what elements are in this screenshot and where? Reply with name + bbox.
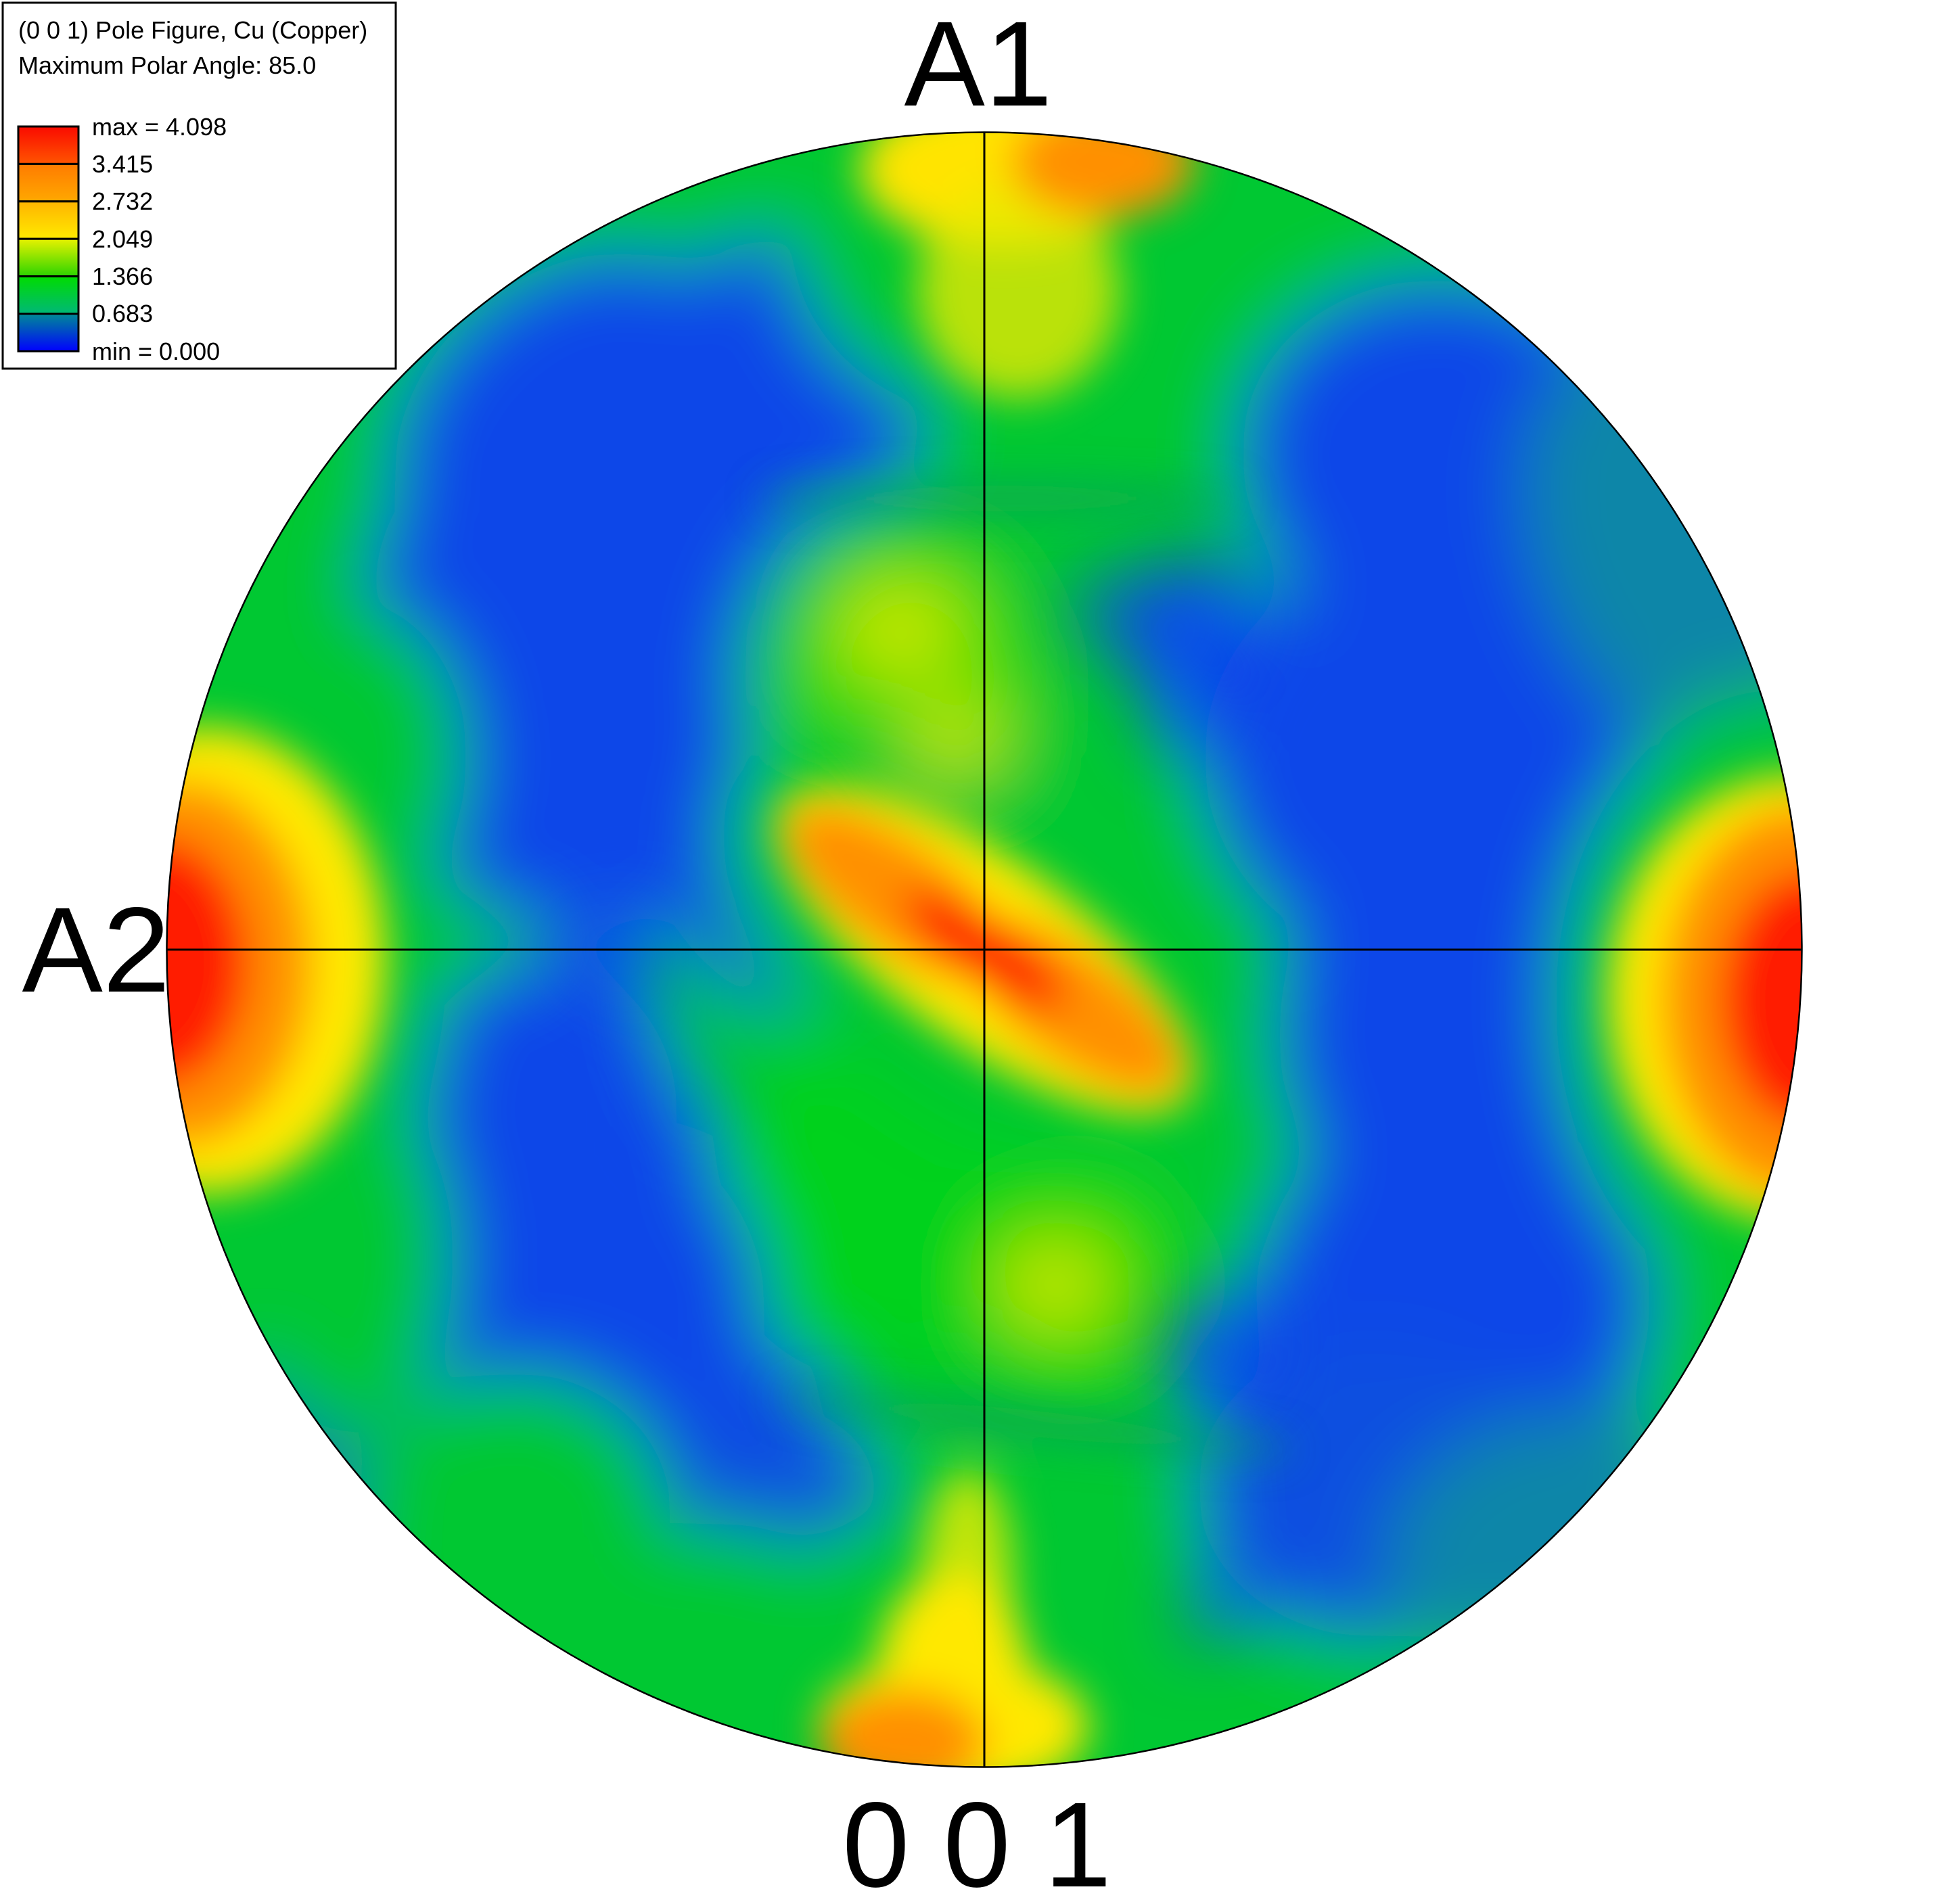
svg-text:2.732: 2.732 xyxy=(92,187,153,215)
svg-text:0.683: 0.683 xyxy=(92,300,153,327)
svg-text:max = 4.098: max = 4.098 xyxy=(92,113,227,141)
svg-text:2.049: 2.049 xyxy=(92,225,153,253)
svg-text:min = 0.000: min = 0.000 xyxy=(92,338,220,365)
svg-text:A2: A2 xyxy=(22,882,170,1017)
svg-text:1.366: 1.366 xyxy=(92,262,153,290)
svg-text:0 0 1: 0 0 1 xyxy=(842,1777,1111,1904)
svg-text:(0 0 1) Pole Figure, Cu (Coppe: (0 0 1) Pole Figure, Cu (Copper) xyxy=(18,16,367,44)
svg-text:3.415: 3.415 xyxy=(92,150,153,178)
svg-text:Maximum Polar Angle: 85.0: Maximum Polar Angle: 85.0 xyxy=(18,51,316,79)
svg-text:A1: A1 xyxy=(904,0,1053,131)
